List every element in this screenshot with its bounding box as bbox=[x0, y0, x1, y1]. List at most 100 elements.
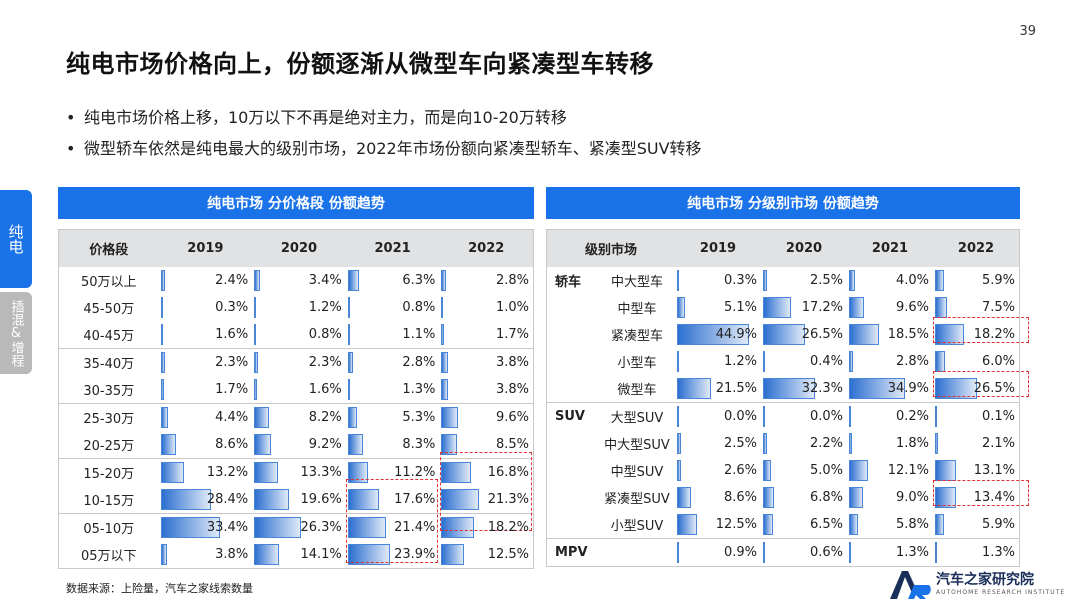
value-cell: 2.4% bbox=[159, 267, 253, 294]
value-cell: 2.1% bbox=[933, 430, 1019, 457]
share-value: 12.1% bbox=[887, 463, 929, 478]
value-cell: 13.3% bbox=[252, 459, 346, 486]
share-value: 6.8% bbox=[809, 490, 843, 505]
row-label: 紧凑型车 bbox=[610, 329, 663, 344]
share-value: 18.2% bbox=[487, 520, 529, 535]
share-value: 21.4% bbox=[394, 520, 436, 535]
value-cell: 2.2% bbox=[761, 430, 847, 457]
value-cell: 33.4% bbox=[159, 514, 253, 541]
share-value: 13.4% bbox=[973, 490, 1015, 505]
share-bar bbox=[254, 544, 280, 565]
share-bar bbox=[254, 270, 261, 291]
share-bar bbox=[677, 542, 679, 563]
share-value: 16.8% bbox=[487, 465, 529, 480]
share-bar bbox=[849, 378, 905, 399]
value-cell: 1.0% bbox=[439, 294, 533, 321]
value-cell: 2.8% bbox=[346, 349, 440, 376]
row-label: 05万以下 bbox=[81, 549, 137, 564]
value-cell: 17.6% bbox=[346, 486, 440, 513]
share-bar bbox=[441, 462, 472, 483]
value-cell: 3.8% bbox=[159, 541, 253, 568]
share-value: 44.9% bbox=[715, 327, 757, 342]
side-tab-bev[interactable]: 纯电 bbox=[0, 190, 32, 288]
value-cell: 16.8% bbox=[439, 459, 533, 486]
row-label: 中型车 bbox=[617, 302, 657, 317]
share-bar bbox=[935, 270, 945, 291]
share-value: 7.5% bbox=[981, 300, 1015, 315]
value-cell: 0.9% bbox=[675, 539, 761, 566]
share-value: 13.1% bbox=[973, 463, 1015, 478]
share-bar bbox=[763, 460, 771, 481]
share-value: 2.8% bbox=[895, 354, 929, 369]
value-cell: 1.1% bbox=[346, 321, 440, 348]
bullet-item: 微型轿车依然是纯电最大的级别市场，2022年市场份额向紧凑型轿车、紧凑型SUV转… bbox=[66, 133, 702, 164]
share-value: 5.3% bbox=[402, 410, 436, 425]
share-bar bbox=[254, 407, 269, 428]
share-bar bbox=[441, 352, 449, 373]
share-value: 26.5% bbox=[973, 381, 1015, 396]
value-cell: 4.4% bbox=[159, 404, 253, 431]
value-cell: 2.5% bbox=[761, 267, 847, 294]
share-value: 26.3% bbox=[300, 520, 342, 535]
value-cell: 26.3% bbox=[252, 514, 346, 541]
share-bar bbox=[160, 324, 164, 345]
table-row: 紧凑型车 44.9% 26.5% 18.5% 18.2% bbox=[547, 321, 1019, 348]
share-bar bbox=[160, 270, 165, 291]
share-bar bbox=[254, 324, 257, 345]
column-header: 2020 bbox=[280, 241, 318, 256]
row-label-cell: 轿车 中大型车 bbox=[547, 271, 675, 290]
share-bar bbox=[160, 297, 163, 318]
share-value: 8.6% bbox=[215, 437, 249, 452]
value-cell: 32.3% bbox=[761, 375, 847, 402]
share-bar bbox=[849, 542, 852, 563]
side-tab-phev[interactable]: 插混&增程 bbox=[0, 292, 32, 374]
share-bar bbox=[935, 378, 978, 399]
value-cell: 1.3% bbox=[346, 376, 440, 403]
row-label: 25-30万 bbox=[83, 412, 135, 427]
segment-table: 级别市场 2019 2020 2021 2022 轿车 中大型车 0.3% 2.5% 4… bbox=[546, 229, 1020, 567]
value-cell: 11.2% bbox=[346, 459, 440, 486]
share-value: 1.0% bbox=[495, 300, 529, 315]
share-value: 1.3% bbox=[981, 545, 1015, 560]
column-header: 2019 bbox=[699, 241, 737, 256]
value-cell: 9.0% bbox=[847, 484, 933, 511]
table-row: 10-15万 28.4% 19.6% 17.6% 21.3% bbox=[59, 486, 533, 513]
share-bar bbox=[763, 378, 815, 399]
share-bar bbox=[849, 270, 856, 291]
value-cell: 0.0% bbox=[675, 403, 761, 430]
share-value: 21.3% bbox=[487, 492, 529, 507]
value-cell: 2.8% bbox=[847, 348, 933, 375]
bullet-item: 纯电市场价格上移，10万以下不再是绝对主力，而是向10-20万转移 bbox=[66, 102, 702, 133]
row-label-cell: MPV bbox=[547, 545, 675, 560]
share-bar bbox=[763, 351, 765, 372]
share-bar bbox=[441, 297, 444, 318]
share-bar bbox=[849, 297, 865, 318]
row-label: 30-35万 bbox=[83, 384, 135, 399]
share-bar bbox=[254, 297, 257, 318]
share-value: 12.5% bbox=[487, 547, 529, 562]
column-header: 2022 bbox=[957, 241, 995, 256]
share-value: 1.8% bbox=[895, 436, 929, 451]
table-row: 15-20万 13.2% 13.3% 11.2% 16.8% bbox=[59, 458, 533, 486]
share-value: 2.2% bbox=[809, 436, 843, 451]
value-cell: 6.0% bbox=[933, 348, 1019, 375]
value-cell: 6.5% bbox=[761, 511, 847, 538]
value-cell: 26.5% bbox=[933, 375, 1019, 402]
value-cell: 5.9% bbox=[933, 511, 1019, 538]
share-bar bbox=[347, 489, 380, 510]
share-bar bbox=[677, 406, 679, 427]
value-cell: 2.8% bbox=[439, 267, 533, 294]
share-value: 0.4% bbox=[809, 354, 843, 369]
share-bar bbox=[935, 542, 938, 563]
value-cell: 5.8% bbox=[847, 511, 933, 538]
row-label-cell: 中型SUV bbox=[547, 461, 675, 480]
value-cell: 2.3% bbox=[159, 349, 253, 376]
share-bar bbox=[441, 489, 480, 510]
share-value: 6.5% bbox=[809, 517, 843, 532]
value-cell: 5.1% bbox=[675, 294, 761, 321]
table-body: 50万以上 2.4% 3.4% 6.3% 2.8% 45-50万 0.3% 1.2% 0.8% 1… bbox=[59, 267, 533, 568]
share-value: 9.6% bbox=[895, 300, 929, 315]
share-value: 1.2% bbox=[308, 300, 342, 315]
row-label-cell: 紧凑型SUV bbox=[547, 488, 675, 507]
value-cell: 28.4% bbox=[159, 486, 253, 513]
